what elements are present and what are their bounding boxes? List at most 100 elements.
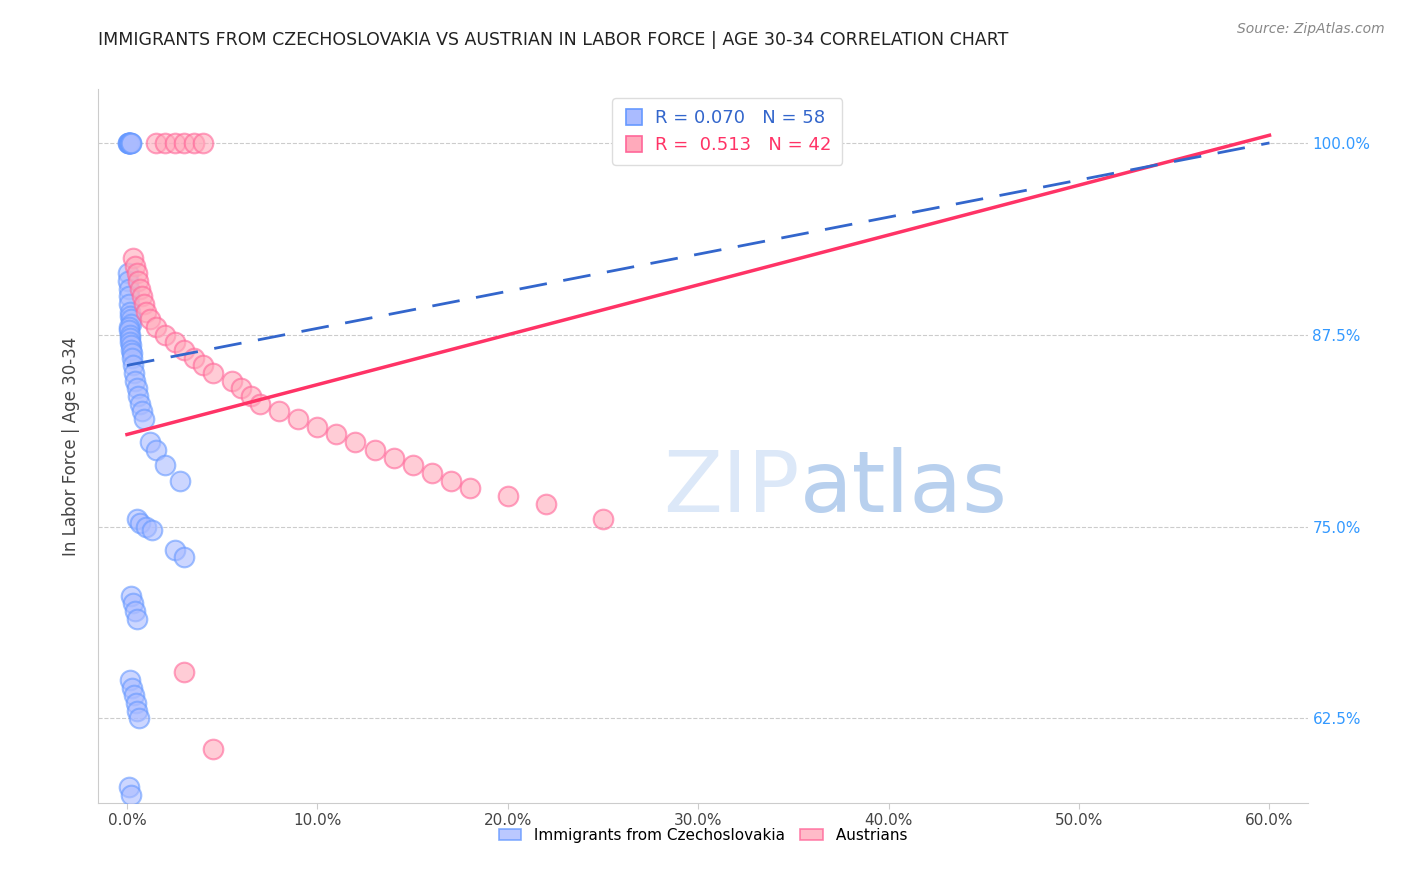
Text: atlas: atlas	[800, 447, 1008, 531]
Point	[124, 259, 146, 273]
Point	[122, 366, 145, 380]
Point	[344, 435, 367, 450]
Point	[131, 404, 153, 418]
Point	[118, 331, 141, 345]
Point	[221, 374, 243, 388]
Point	[173, 665, 195, 680]
Point	[145, 136, 167, 150]
Point	[163, 335, 186, 350]
Point	[183, 136, 205, 150]
Point	[122, 689, 145, 703]
Point	[127, 704, 149, 718]
Point	[118, 304, 141, 318]
Point	[120, 335, 142, 350]
Text: ZIP: ZIP	[664, 447, 800, 531]
Point	[231, 381, 253, 395]
Point	[191, 136, 214, 150]
Point	[120, 136, 142, 150]
Point	[118, 289, 141, 303]
Point	[163, 542, 186, 557]
Point	[134, 412, 156, 426]
Point	[128, 711, 150, 725]
Point	[145, 320, 167, 334]
Point	[124, 604, 146, 618]
Point	[121, 251, 143, 265]
Point	[124, 696, 146, 710]
Point	[458, 481, 481, 495]
Point	[118, 297, 141, 311]
Point	[117, 136, 139, 150]
Point	[420, 466, 443, 480]
Point	[382, 450, 405, 465]
Point	[117, 136, 139, 150]
Point	[118, 323, 141, 337]
Point	[118, 320, 141, 334]
Point	[239, 389, 262, 403]
Point	[269, 404, 291, 418]
Point	[592, 512, 614, 526]
Point	[134, 297, 156, 311]
Point	[117, 266, 139, 280]
Point	[534, 497, 557, 511]
Point	[118, 136, 141, 150]
Point	[120, 312, 142, 326]
Point	[163, 136, 186, 150]
Point	[118, 282, 141, 296]
Point	[135, 519, 157, 533]
Point	[117, 136, 139, 150]
Point	[173, 136, 195, 150]
Y-axis label: In Labor Force | Age 30-34: In Labor Force | Age 30-34	[62, 336, 80, 556]
Point	[153, 458, 176, 473]
Point	[125, 381, 148, 395]
Point	[129, 282, 152, 296]
Legend:  Immigrants from Czechoslovakia,  Austrians: Immigrants from Czechoslovakia, Austrian…	[492, 822, 914, 848]
Point	[173, 550, 195, 565]
Point	[121, 359, 143, 373]
Point	[120, 788, 142, 802]
Point	[121, 351, 143, 365]
Point	[183, 351, 205, 365]
Point	[401, 458, 423, 473]
Point	[307, 419, 329, 434]
Point	[125, 266, 148, 280]
Point	[363, 442, 385, 457]
Point	[118, 327, 141, 342]
Point	[153, 136, 176, 150]
Point	[127, 274, 149, 288]
Point	[120, 310, 142, 324]
Text: IMMIGRANTS FROM CZECHOSLOVAKIA VS AUSTRIAN IN LABOR FORCE | AGE 30-34 CORRELATIO: IMMIGRANTS FROM CZECHOSLOVAKIA VS AUSTRI…	[98, 31, 1008, 49]
Point	[153, 327, 176, 342]
Point	[169, 474, 191, 488]
Point	[118, 136, 141, 150]
Point	[173, 343, 195, 357]
Point	[120, 338, 142, 352]
Point	[118, 673, 141, 687]
Point	[135, 304, 157, 318]
Point	[120, 136, 142, 150]
Point	[124, 374, 146, 388]
Point	[118, 136, 141, 150]
Point	[121, 596, 143, 610]
Point	[201, 366, 224, 380]
Point	[131, 289, 153, 303]
Point	[129, 516, 152, 531]
Point	[145, 442, 167, 457]
Point	[139, 312, 162, 326]
Point	[118, 136, 141, 150]
Point	[496, 489, 519, 503]
Point	[121, 681, 143, 695]
Point	[120, 317, 142, 331]
Point	[139, 435, 162, 450]
Point	[117, 274, 139, 288]
Point	[120, 343, 142, 357]
Point	[125, 612, 148, 626]
Point	[191, 359, 214, 373]
Point	[249, 397, 271, 411]
Point	[120, 589, 142, 603]
Point	[440, 474, 463, 488]
Point	[118, 780, 141, 795]
Point	[141, 523, 163, 537]
Point	[287, 412, 309, 426]
Text: Source: ZipAtlas.com: Source: ZipAtlas.com	[1237, 22, 1385, 37]
Point	[120, 136, 142, 150]
